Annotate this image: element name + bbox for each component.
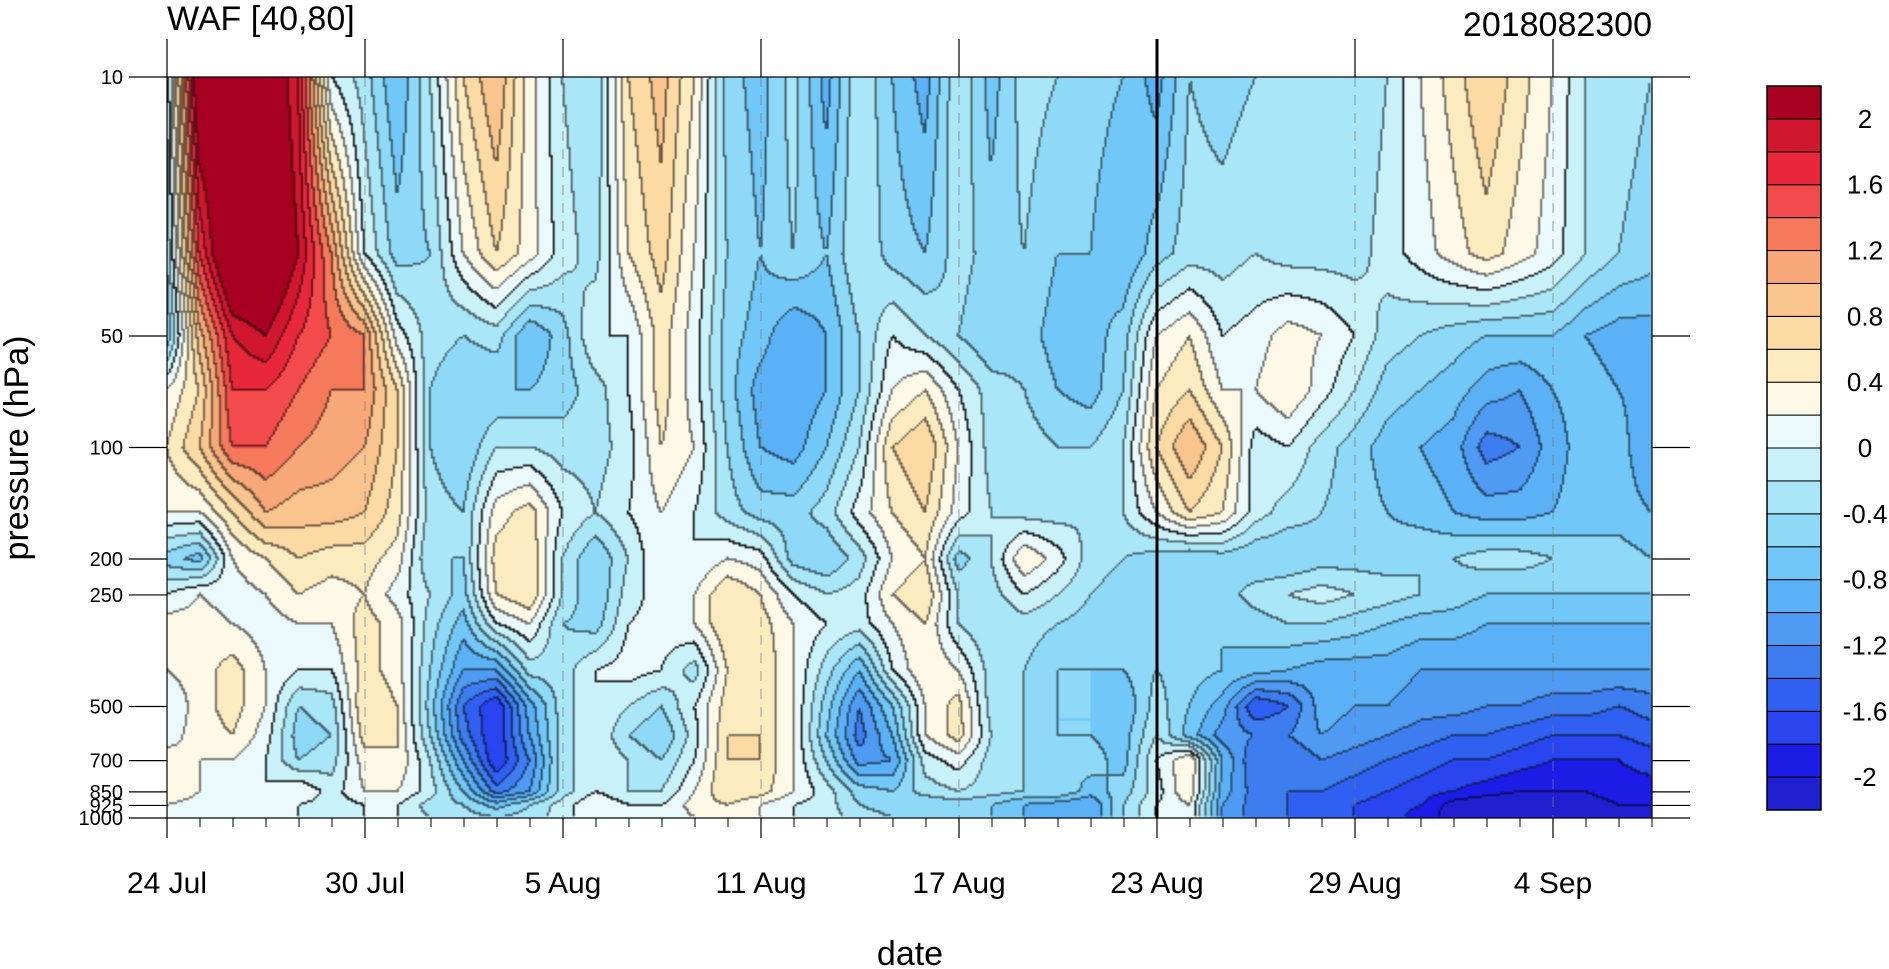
y-tick-label: 100 [90,438,123,460]
x-tick-label: 29 Aug [1308,867,1401,900]
y-tick-label: 500 [90,696,123,718]
colorbar-label: -1.2 [1843,630,1888,660]
y-tick-label: 1000 [79,808,124,830]
x-axis: 24 Jul 30 Jul 5 Aug 11 Aug 17 Aug 23 Aug 29 Au… [127,39,1653,900]
colorbar-swatch [1766,151,1822,186]
colorbar-label: 1.2 [1847,236,1883,266]
colorbar-label: -0.4 [1843,499,1888,529]
y-axis-title: pressure (hPa) [0,336,36,561]
colorbar-swatch [1766,447,1822,482]
x-tick-label: 24 Jul [127,867,207,900]
colorbar-frame [1766,85,1822,811]
colorbar-swatch [1766,612,1822,646]
colorbar-swatch [1766,315,1822,350]
chart-date-label: 2018082300 [1463,6,1652,44]
colorbar-swatch [1766,710,1822,745]
colorbar-swatch [1766,480,1822,515]
y-tick-label: 50 [101,326,123,348]
x-axis-title: date [877,935,943,969]
contour-fill-image [167,77,1652,818]
colorbar-swatch [1766,250,1822,284]
x-tick-label: 17 Aug [912,867,1005,900]
colorbar-label: 0 [1858,433,1872,463]
y-tick-label: 925 [90,795,123,817]
colorbar-label: -2 [1853,762,1876,792]
colorbar-legend: -2 -1.6 -1.2 -0.8 -0.4 0 0.4 0.8 1.2 1.6 2 [1766,85,1888,811]
colorbar-swatch [1766,85,1822,120]
colorbar-label: 0.4 [1847,367,1883,397]
x-tick-label: 5 Aug [525,867,602,900]
x-tick-label: 4 Sep [1514,867,1592,900]
colorbar-swatch [1766,282,1822,317]
y-tick-label: 200 [90,549,123,571]
colorbar-label: 1.6 [1847,170,1883,200]
colorbar-swatch [1766,546,1822,581]
colorbar-swatch [1766,776,1822,811]
y-tick-label: 10 [101,67,123,89]
colorbar-swatch [1766,677,1822,712]
x-tick-label: 11 Aug [715,867,806,900]
colorbar-swatch [1766,579,1822,614]
colorbar-swatch [1766,743,1822,778]
colorbar-swatch [1766,348,1822,383]
colorbar-swatch [1766,217,1822,252]
colorbar-label: 0.8 [1847,301,1883,331]
colorbar-swatch [1766,414,1822,449]
colorbar-swatch [1766,118,1822,153]
x-tick-label: 30 Jul [325,867,405,900]
x-tick-label: 23 Aug [1110,867,1203,900]
colorbar-label: 2 [1858,104,1872,134]
y-tick-label: 250 [90,585,123,607]
y-tick-label: 700 [90,751,123,773]
colorbar-label: -1.6 [1843,696,1888,726]
colorbar-swatch [1766,381,1822,416]
colorbar-label: -0.8 [1843,565,1888,595]
y-tick-label: 850 [90,782,123,804]
chart-title: WAF [40,80] [167,0,355,38]
contour-fill-area [167,77,1652,818]
colorbar-swatch [1766,644,1822,679]
colorbar-swatch [1766,184,1822,219]
colorbar-swatch [1766,513,1822,548]
